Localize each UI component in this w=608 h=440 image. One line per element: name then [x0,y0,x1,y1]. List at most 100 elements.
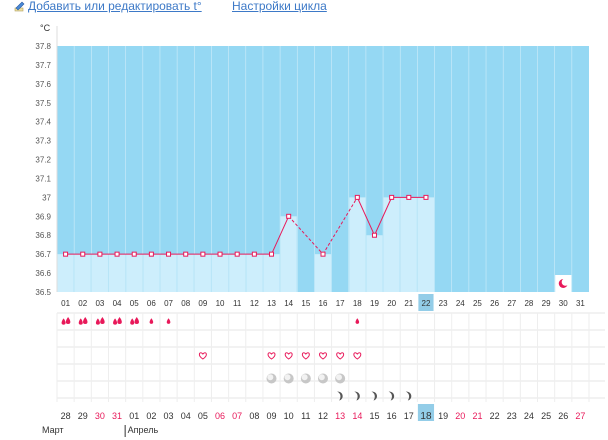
cycle-day-label: 26 [490,299,499,308]
cycle-day-label: 02 [78,299,87,308]
calendar-date: 11 [301,411,310,421]
current-day-highlight [418,294,434,311]
cycle-day-label: 15 [301,299,310,308]
temperature-bar-11 [229,254,246,292]
temperature-bar-20 [383,197,400,292]
today-highlight [417,404,435,421]
calendar-date: 06 [215,411,225,421]
cycle-day-label: 14 [284,299,293,308]
crescent-icon [354,391,360,401]
bleeding-drop-icon [117,317,122,324]
bleeding-drop-icon [78,318,83,325]
cycle-day-label: 10 [216,299,225,308]
cycle-day-label: 12 [250,299,259,308]
temperature-point-11 [234,251,240,257]
calendar-date: 19 [438,411,448,421]
calendar-date: 08 [249,411,259,421]
chart-top-padding [57,26,589,46]
temperature-bar-13 [263,254,280,292]
circle-icon-highlight [318,374,325,381]
y-tick-label: 37.7 [35,61,51,70]
bleeding-drop-icon [95,318,100,325]
heart-icon [336,352,345,360]
cycle-settings-link[interactable]: Настройки цикла [232,0,327,13]
calendar-date: 25 [541,411,551,421]
cycle-day-label: 07 [164,299,173,308]
cycle-day-label: 03 [95,299,104,308]
temperature-line-segment [374,197,393,236]
temperature-bar-18 [349,197,366,292]
bleeding-drop-icon [149,318,154,324]
calendar-date: 04 [181,411,191,421]
y-tick-label: 36.5 [35,288,51,297]
cycle-day-label: 06 [147,299,156,308]
cycle-day-label: 24 [456,299,465,308]
cycle-day-label: 17 [336,299,345,308]
cycle-day-label: 28 [524,299,533,308]
cycle-day-label: 11 [233,299,242,308]
cycle-day-label: 27 [507,299,516,308]
y-tick-label: 36.8 [35,231,51,240]
cycle-day-label: 25 [473,299,482,308]
cycle-day-label: 05 [130,299,139,308]
calendar-date: 22 [490,411,500,421]
temperature-point-14 [286,213,292,219]
heart-icon [301,352,310,360]
bleeding-drop-icon [113,318,118,325]
calendar-date: 16 [387,411,397,421]
temperature-bar-03 [91,254,108,292]
edit-temperature-link[interactable]: Добавить или редактировать t° [28,0,202,13]
y-tick-label: 37.2 [35,156,51,165]
temperature-point-21 [406,194,412,200]
temperature-point-20 [389,194,395,200]
y-tick-label: 37 [42,193,51,202]
calendar-date: 01 [129,411,139,421]
heart-icon [353,352,362,360]
cycle-day-label: 31 [576,299,585,308]
temperature-point-06 [148,251,154,257]
calendar-date: 03 [164,411,174,421]
y-tick-label: 36.7 [35,250,51,259]
cycle-day-label: 13 [267,299,276,308]
month-label: Март [42,425,64,435]
temperature-point-02 [80,251,86,257]
calendar-date: 18 [420,411,432,422]
bleeding-drop-icon [100,317,105,324]
month-label: Апрель [128,425,159,435]
bleeding-drop-icon [134,317,139,324]
y-tick-label: 36.9 [35,212,51,221]
temperature-bar-10 [211,254,229,292]
cycle-day-label: 09 [198,299,207,308]
y-tick-label: 37.1 [35,174,51,183]
calendar-date: 26 [558,411,568,421]
calendar-date: 09 [267,411,277,421]
y-tick-label: 37.3 [35,137,51,146]
cycle-day-label: 16 [319,299,328,308]
temperature-point-07 [166,251,172,257]
calendar-date: 15 [369,411,379,421]
temperature-point-16 [320,251,326,257]
y-tick-label: 37.6 [35,80,51,89]
moon-icon-cutout [561,278,570,286]
calendar-date: 20 [455,411,465,421]
calendar-date: 14 [352,411,362,421]
temperature-bar-22 [417,197,435,292]
circle-icon-highlight [267,374,274,381]
temperature-point-04 [114,251,120,257]
temperature-dashed-segment [322,197,358,255]
temperature-bar-02 [74,254,91,292]
crescent-icon [371,391,378,401]
heart-icon [284,352,293,360]
temperature-point-12 [251,251,257,257]
temperature-point-13 [269,251,275,257]
cycle-day-label: 22 [422,299,431,308]
chart-plot-area [57,46,589,292]
temperature-bar-09 [194,254,211,292]
temperature-bar-14 [280,216,297,292]
cycle-day-label: 23 [439,299,448,308]
heart-icon [319,352,327,360]
calendar-date: 30 [95,411,105,421]
cycle-day-label: 01 [61,299,70,308]
heart-icon [198,352,207,360]
calendar-date: 13 [335,411,345,421]
